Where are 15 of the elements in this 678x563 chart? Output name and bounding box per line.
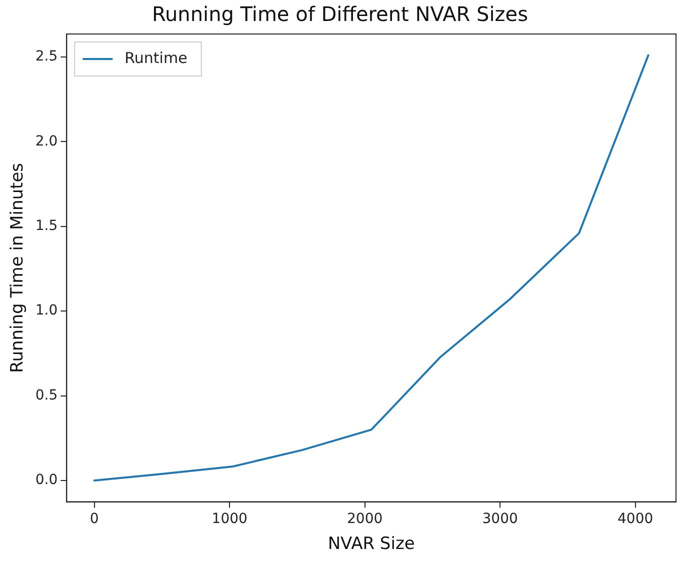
y-tick-label: 2.5 <box>35 48 58 65</box>
y-tick-label: 0.5 <box>35 387 58 404</box>
x-tick-label: 4000 <box>618 510 654 527</box>
x-tick-label: 0 <box>90 510 99 527</box>
x-tick-label: 3000 <box>482 510 518 527</box>
y-axis-title: Running Time in Minutes <box>8 162 28 373</box>
y-tick-label: 1.0 <box>35 302 58 319</box>
x-tick-label: 2000 <box>347 510 383 527</box>
chart-title: Running Time of Different NVAR Sizes <box>152 2 528 26</box>
x-tick-label: 1000 <box>212 510 248 527</box>
y-tick-label: 2.0 <box>35 133 58 150</box>
x-axis-title: NVAR Size <box>328 534 415 554</box>
y-tick-label: 0.0 <box>35 472 58 488</box>
legend-label: Runtime <box>124 48 188 67</box>
y-tick-label: 1.5 <box>35 218 58 234</box>
